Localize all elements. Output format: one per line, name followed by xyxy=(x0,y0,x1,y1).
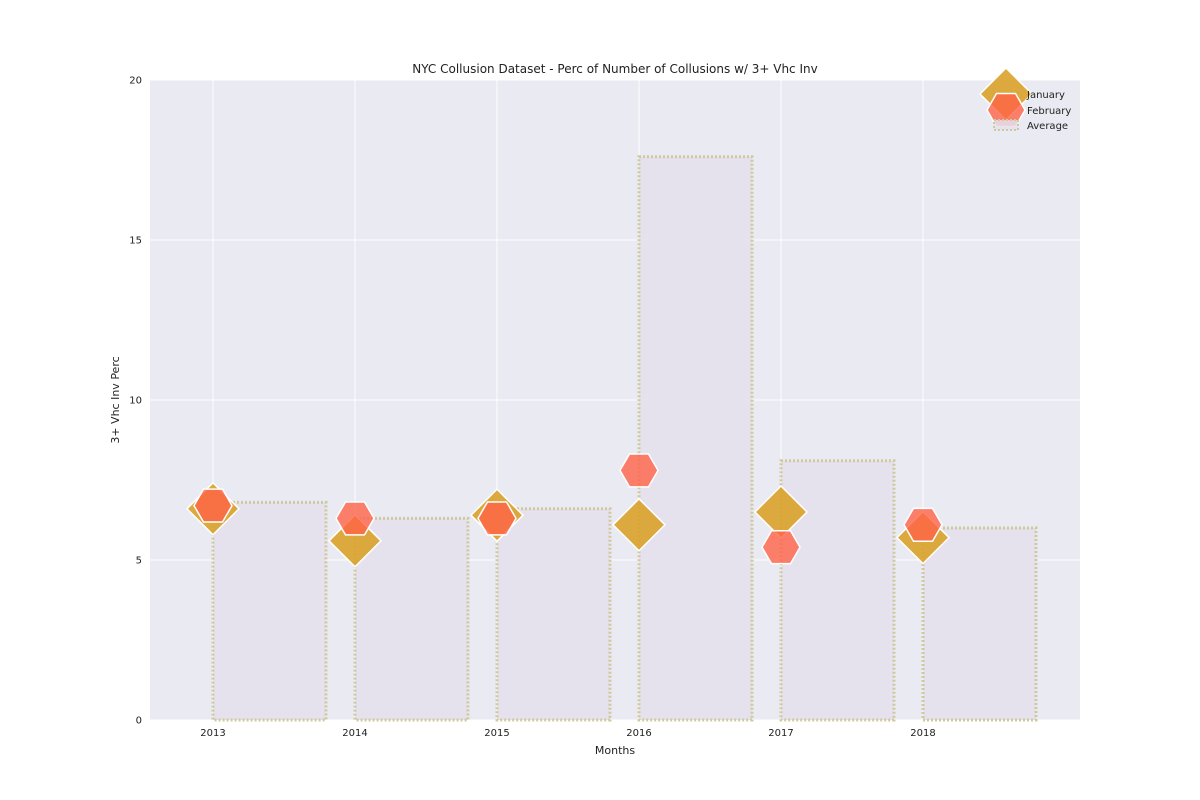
x-tick-label: 2013 xyxy=(200,728,225,739)
y-tick-label: 15 xyxy=(129,236,142,247)
x-tick-labels: 2013 2014 2015 2016 2017 2018 xyxy=(200,728,935,739)
average-bar xyxy=(495,507,612,722)
legend-february-label: February xyxy=(1027,106,1071,117)
y-tick-label: 5 xyxy=(136,556,142,567)
chart-title: NYC Collusion Dataset - Perc of Number o… xyxy=(412,62,817,76)
y-tick-label: 0 xyxy=(136,716,142,727)
february-marker xyxy=(903,507,943,543)
february-marker xyxy=(335,501,375,536)
february-marker xyxy=(193,488,233,523)
legend-average-swatch xyxy=(993,119,1019,131)
y-tick-label: 20 xyxy=(129,76,142,87)
x-axis-label: Months xyxy=(595,744,635,757)
february-marker xyxy=(761,529,801,565)
y-tick-labels: 0 5 10 15 20 xyxy=(129,76,142,727)
x-tick-label: 2014 xyxy=(342,728,367,739)
y-axis-label: 3+ Vhc Inv Perc xyxy=(109,356,122,443)
average-bar xyxy=(211,500,328,722)
legend-average-label: Average xyxy=(1027,121,1068,132)
average-bar xyxy=(637,155,754,722)
x-tick-label: 2015 xyxy=(484,728,509,739)
february-markers xyxy=(193,453,943,565)
x-tick-label: 2017 xyxy=(768,728,793,739)
january-marker xyxy=(611,497,667,552)
february-marker xyxy=(619,453,659,488)
legend: January February Average xyxy=(978,66,1071,132)
y-tick-label: 10 xyxy=(129,396,142,407)
x-tick-label: 2018 xyxy=(910,728,935,739)
average-bar xyxy=(779,459,896,722)
average-bars xyxy=(211,155,1038,722)
february-marker xyxy=(477,501,517,536)
average-bar xyxy=(921,526,1038,722)
legend-january-label: January xyxy=(1026,90,1065,101)
x-tick-label: 2016 xyxy=(626,728,651,739)
average-bar xyxy=(353,516,470,722)
